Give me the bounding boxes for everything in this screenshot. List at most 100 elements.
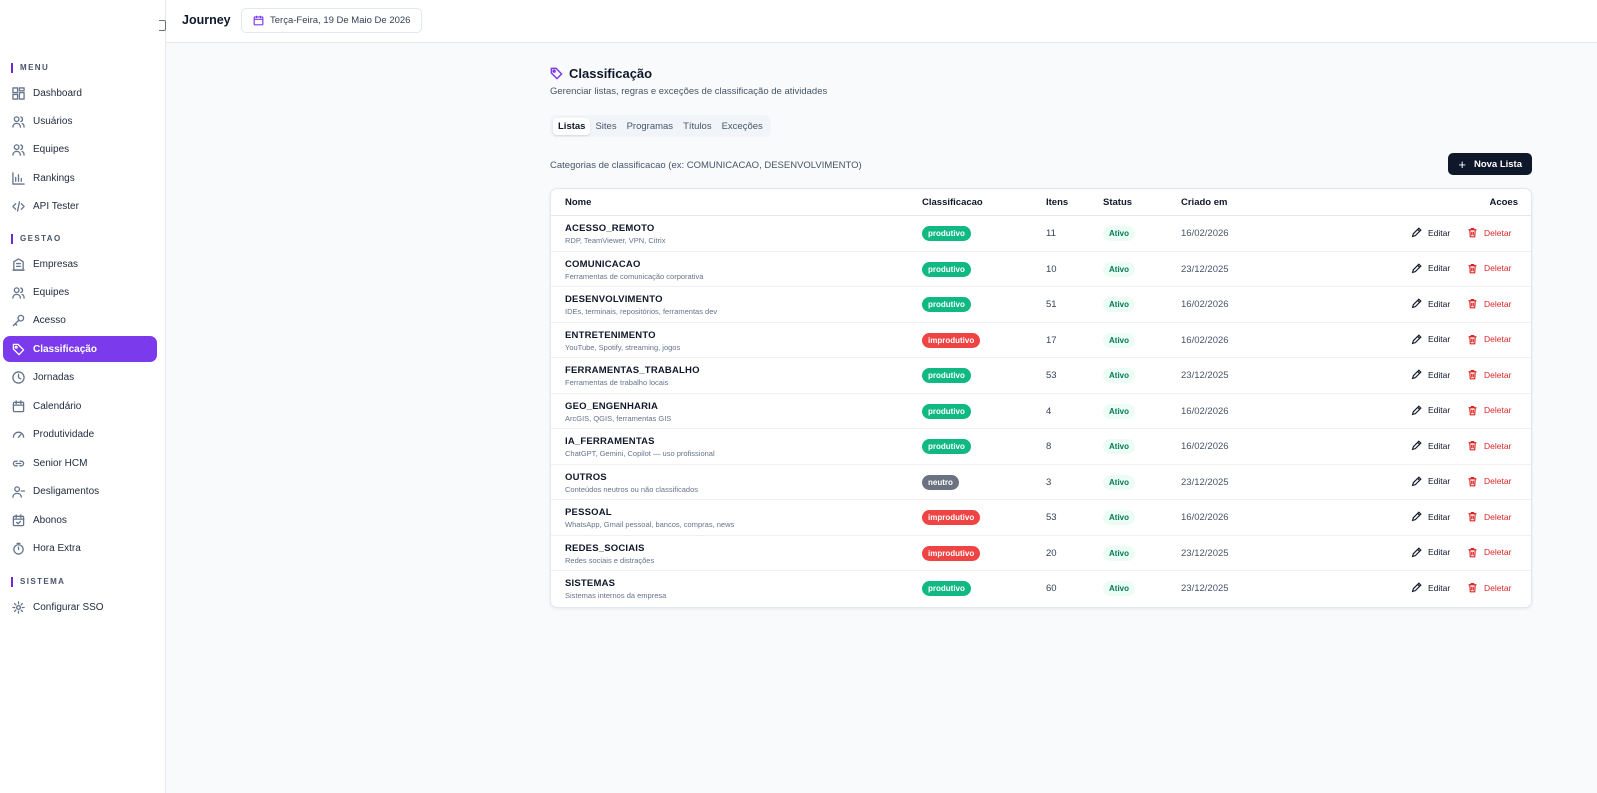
delete-button[interactable]: Deletar xyxy=(1467,227,1511,238)
classification-badge: produtivo xyxy=(922,403,971,419)
pencil-icon xyxy=(1411,546,1422,557)
date-display[interactable]: Terça-Feira, 19 De Maio De 2026 xyxy=(241,8,423,33)
tab-excecoes[interactable]: Exceções xyxy=(721,120,763,132)
sidebar-item-classificacao[interactable]: Classificação xyxy=(3,336,157,362)
header-status[interactable]: Status xyxy=(1103,197,1133,208)
edit-button[interactable]: Editar xyxy=(1411,227,1450,238)
sidebar-item-senior-hcm[interactable]: Senior HCM xyxy=(3,450,157,476)
top-bar: Journey Terça-Feira, 19 De Maio De 2026 xyxy=(166,0,1597,43)
row-created-date: 23/12/2025 xyxy=(1181,263,1229,275)
edit-button[interactable]: Editar xyxy=(1411,262,1450,274)
sidebar-item-acesso[interactable]: Acesso xyxy=(3,307,157,333)
sidebar-item-dashboard[interactable]: Dashboard xyxy=(3,80,157,106)
delete-button[interactable]: Deletar xyxy=(1467,369,1511,380)
edit-button[interactable]: Editar xyxy=(1411,475,1450,487)
delete-button[interactable]: Deletar xyxy=(1467,440,1511,451)
header-classificacao[interactable]: Classificacao xyxy=(922,197,983,208)
key-icon xyxy=(12,314,25,327)
delete-label: Deletar xyxy=(1484,369,1512,380)
new-list-button[interactable]: + Nova Lista xyxy=(1448,153,1532,175)
status-badge: Ativo xyxy=(1103,261,1135,277)
sidebar-item-configurar-sso[interactable]: Configurar SSO xyxy=(3,594,157,620)
tab-listas[interactable]: Listas xyxy=(553,117,591,135)
tab-bar: Listas Sites Programas Títulos Exceções xyxy=(550,115,771,137)
sidebar: MENU Dashboard Usuários Equipes Rankings… xyxy=(0,0,166,793)
delete-button[interactable]: Deletar xyxy=(1467,298,1511,309)
sidebar-item-api-tester[interactable]: API Tester xyxy=(3,193,157,219)
edit-label: Editar xyxy=(1428,369,1451,380)
classification-badge: produtivo xyxy=(922,261,971,277)
delete-label: Deletar xyxy=(1484,334,1512,344)
delete-button[interactable]: Deletar xyxy=(1467,511,1511,522)
trash-icon xyxy=(1468,511,1477,522)
row-description: Redes sociais e distrações xyxy=(565,555,655,565)
table-row: ENTRETENIMENTO YouTube, Spotify, streami… xyxy=(551,323,1531,358)
building-icon xyxy=(12,257,25,271)
sidebar-item-label: Produtividade xyxy=(33,428,95,440)
row-created-date: 16/02/2026 xyxy=(1181,405,1229,417)
calendar-check-icon xyxy=(12,513,25,527)
code-icon xyxy=(12,200,25,213)
sidebar-item-usuarios[interactable]: Usuários xyxy=(3,108,157,134)
delete-button[interactable]: Deletar xyxy=(1467,582,1511,593)
sidebar-item-jornadas[interactable]: Jornadas xyxy=(3,364,157,390)
header-itens[interactable]: Itens xyxy=(1046,197,1069,208)
sidebar-item-desligamentos[interactable]: Desligamentos xyxy=(3,478,157,504)
edit-button[interactable]: Editar xyxy=(1411,582,1450,593)
sidebar-item-empresas[interactable]: Empresas xyxy=(3,251,157,277)
gear-icon xyxy=(12,600,25,614)
sidebar-item-hora-extra[interactable]: Hora Extra xyxy=(3,535,157,561)
row-description: Sistemas internos da empresa xyxy=(565,591,667,600)
header-acoes: Acoes xyxy=(1489,197,1518,208)
row-description: Conteúdos neutros ou não classificados xyxy=(565,484,699,494)
sidebar-item-label: Dashboard xyxy=(33,87,82,99)
edit-button[interactable]: Editar xyxy=(1411,298,1450,309)
section-label-sistema: SISTEMA xyxy=(11,577,65,587)
dashboard-icon xyxy=(12,86,25,100)
edit-button[interactable]: Editar xyxy=(1411,333,1450,345)
delete-button[interactable]: Deletar xyxy=(1467,547,1511,558)
row-name: IA_FERRAMENTAS xyxy=(565,436,655,447)
row-name: SISTEMAS xyxy=(565,578,616,589)
edit-button[interactable]: Editar xyxy=(1411,440,1450,451)
header-criado-em[interactable]: Criado em xyxy=(1181,197,1228,208)
sidebar-item-rankings[interactable]: Rankings xyxy=(3,165,157,191)
trash-icon xyxy=(1468,369,1477,380)
sidebar-item-label: Calendário xyxy=(33,400,82,412)
row-created-date: 23/12/2025 xyxy=(1181,547,1229,559)
edit-button[interactable]: Editar xyxy=(1411,546,1450,558)
bar-chart-icon xyxy=(12,171,25,185)
classification-badge: produtivo xyxy=(922,297,971,312)
edit-button[interactable]: Editar xyxy=(1411,404,1450,416)
sidebar-item-equipes-gestao[interactable]: Equipes xyxy=(3,279,157,305)
tab-programas[interactable]: Programas xyxy=(626,120,674,132)
sidebar-item-produtividade[interactable]: Produtividade xyxy=(3,421,157,447)
sidebar-item-abonos[interactable]: Abonos xyxy=(3,507,157,533)
delete-button[interactable]: Deletar xyxy=(1467,476,1511,487)
tab-sites[interactable]: Sites xyxy=(595,120,617,132)
date-text: Terça-Feira, 19 De Maio De 2026 xyxy=(270,15,411,26)
sidebar-toggle-icon[interactable] xyxy=(159,20,166,31)
status-badge: Ativo xyxy=(1103,545,1135,561)
pencil-icon xyxy=(1411,404,1422,415)
tag-icon xyxy=(12,343,25,356)
pencil-icon xyxy=(1411,511,1422,522)
pencil-icon xyxy=(1411,475,1422,486)
row-description: YouTube, Spotify, streaming, jogos xyxy=(565,342,681,352)
trash-icon xyxy=(1468,547,1477,557)
table-row: ACESSO_REMOTO RDP, TeamViewer, VPN, Citr… xyxy=(551,216,1531,252)
pencil-icon xyxy=(1411,440,1422,451)
row-name: PESSOAL xyxy=(565,507,612,518)
sidebar-item-calendario[interactable]: Calendário xyxy=(3,393,157,419)
sidebar-item-label: Empresas xyxy=(33,258,79,270)
delete-button[interactable]: Deletar xyxy=(1467,405,1511,416)
delete-button[interactable]: Deletar xyxy=(1467,334,1511,345)
delete-button[interactable]: Deletar xyxy=(1467,263,1511,274)
edit-button[interactable]: Editar xyxy=(1411,511,1450,522)
row-itens-count: 53 xyxy=(1046,512,1057,523)
tab-titulos[interactable]: Títulos xyxy=(683,120,712,132)
edit-button[interactable]: Editar xyxy=(1411,369,1450,380)
sidebar-item-equipes[interactable]: Equipes xyxy=(3,136,157,162)
header-nome[interactable]: Nome xyxy=(565,197,592,208)
table-row: FERRAMENTAS_TRABALHO Ferramentas de trab… xyxy=(551,358,1531,394)
